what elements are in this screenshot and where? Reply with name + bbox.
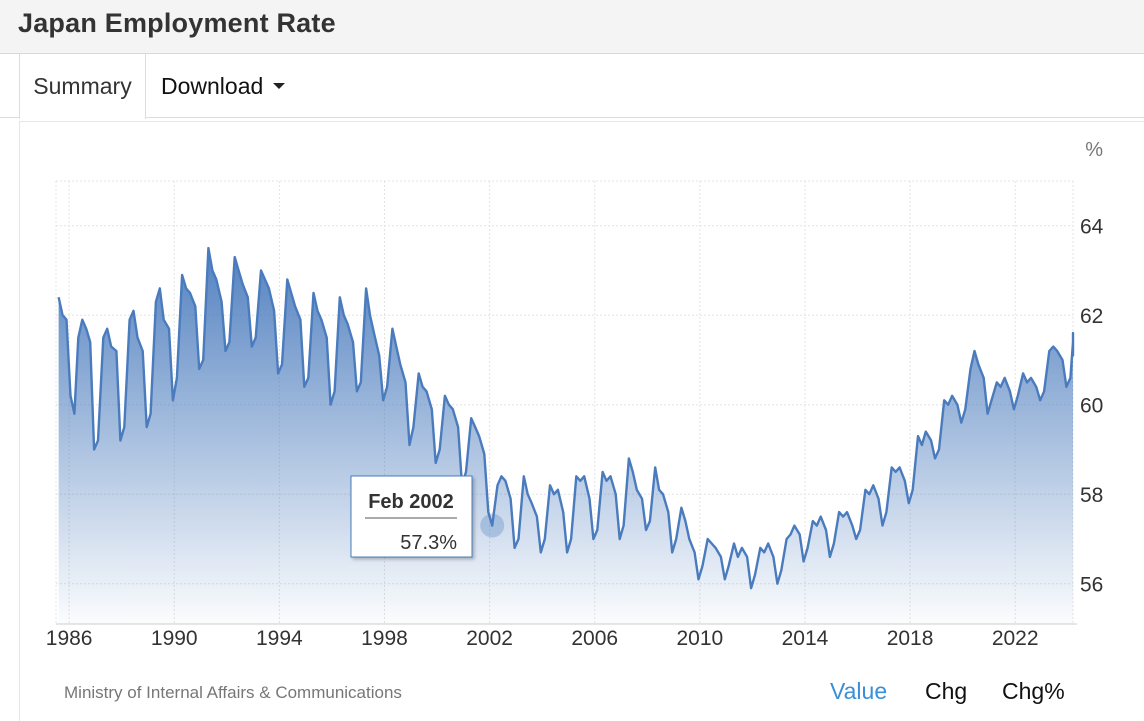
caret-down-icon: [273, 82, 286, 89]
x-tick-label: 2022: [992, 627, 1039, 650]
x-tick-label: 2002: [466, 627, 513, 650]
page-title: Japan Employment Rate: [18, 8, 336, 38]
x-tick-label: 2014: [782, 627, 829, 650]
unit-label: %: [1085, 139, 1103, 161]
view-value-button[interactable]: Value: [830, 678, 888, 704]
y-axis-ticks: 64 62 60 58 56: [1080, 216, 1104, 597]
y-tick-label: 58: [1080, 484, 1103, 507]
source-label: Ministry of Internal Affairs & Communica…: [64, 683, 402, 702]
y-tick-label: 62: [1080, 305, 1103, 328]
chart-panel: [19, 121, 1144, 721]
x-tick-label: 2018: [887, 627, 934, 650]
view-chg-button[interactable]: Chg: [925, 678, 968, 704]
employment-chart: % 64 62 60 58 56 1986 1990 1994 1998 2002 2006 201…: [46, 139, 1104, 650]
tabs-row: Summary Download: [0, 54, 1144, 119]
x-tick-label: 2006: [571, 627, 618, 650]
tooltip-value: 57.3%: [400, 532, 457, 554]
area-fill: [58, 248, 1074, 624]
download-dropdown[interactable]: Download: [161, 54, 301, 118]
y-tick-label: 64: [1080, 216, 1104, 239]
highlight-point[interactable]: [480, 513, 505, 538]
x-axis-ticks: 1986 1990 1994 1998 2002 2006 2010 2014 2018 2022: [46, 627, 1039, 650]
x-tick-label: 1990: [151, 627, 198, 650]
x-tick-label: 2010: [676, 627, 723, 650]
tab-summary[interactable]: Summary: [19, 54, 146, 119]
tooltip-box: [350, 475, 473, 558]
x-tick-label: 1986: [46, 627, 93, 650]
x-tick-label: 1998: [361, 627, 408, 650]
y-tick-label: 60: [1080, 395, 1103, 418]
x-tick-label: 1994: [256, 627, 303, 650]
tooltip-label: Feb 2002: [368, 491, 454, 513]
download-label: Download: [161, 73, 264, 99]
series-line: [57, 246, 1075, 590]
tooltip: Feb 2002 57.3%: [350, 475, 473, 558]
title-bar: Japan Employment Rate: [0, 0, 1144, 54]
y-tick-label: 56: [1080, 574, 1103, 597]
view-chg-percent-button[interactable]: Chg%: [1002, 678, 1065, 704]
